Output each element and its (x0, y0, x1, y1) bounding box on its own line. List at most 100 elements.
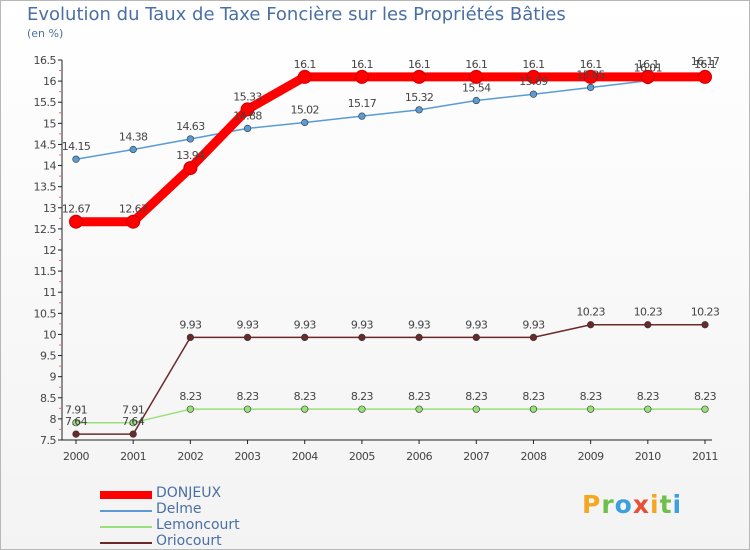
legend-swatch (100, 491, 152, 499)
y-tick-label: 10.5 (34, 307, 57, 320)
y-tick-label: 15.5 (34, 96, 57, 109)
x-tick-label: 2010 (635, 450, 661, 463)
data-label-oriocourt: 9.93 (179, 318, 202, 331)
data-point-delme (358, 112, 366, 120)
data-point-oriocourt (72, 430, 80, 438)
legend-label: Lemoncourt (156, 517, 240, 533)
data-point-lemoncourt (644, 405, 652, 413)
data-point-oriocourt (644, 321, 652, 329)
legend-label: DONJEUX (156, 485, 222, 501)
data-point-oriocourt (186, 333, 194, 342)
data-point-donjeux (240, 102, 255, 117)
data-label-donjeux: 16.1 (408, 58, 430, 71)
data-label-lemoncourt: 8.23 (465, 390, 488, 403)
data-label-donjeux: 15.33 (233, 90, 262, 103)
x-tick-label: 2002 (177, 450, 203, 463)
data-label-oriocourt: 9.93 (294, 318, 317, 331)
data-label-oriocourt: 10.23 (576, 306, 605, 319)
data-label-donjeux: 16.1 (694, 58, 716, 71)
x-tick-label: 2008 (520, 450, 546, 463)
data-point-lemoncourt (358, 405, 366, 413)
y-tick-label: 15 (43, 117, 56, 130)
y-tick-label: 16.5 (34, 54, 57, 67)
data-point-oriocourt (472, 333, 480, 342)
data-point-lemoncourt (472, 405, 480, 413)
data-label-delme: 16.01 (634, 62, 663, 75)
y-axis-unit: (en %) (27, 27, 64, 40)
data-label-lemoncourt: 8.23 (637, 390, 660, 403)
y-tick-label: 13 (43, 202, 56, 215)
data-label-lemoncourt: 7.91 (65, 404, 87, 417)
series-line-delme (75, 73, 706, 160)
data-point-donjeux (354, 69, 369, 84)
data-point-delme (186, 135, 194, 143)
data-point-lemoncourt (587, 405, 595, 413)
data-point-oriocourt (358, 333, 366, 342)
data-label-lemoncourt: 8.23 (408, 390, 431, 403)
data-label-oriocourt: 9.93 (351, 318, 374, 331)
data-point-delme (587, 83, 595, 92)
data-point-lemoncourt (301, 405, 309, 413)
data-point-donjeux (640, 69, 655, 84)
data-point-delme (129, 145, 137, 154)
data-label-delme: 14.15 (62, 140, 91, 153)
data-label-delme: 15.85 (576, 68, 605, 81)
y-tick-label: 8.5 (40, 392, 56, 405)
y-tick-label: 14 (43, 160, 56, 173)
data-point-lemoncourt (129, 419, 137, 427)
data-point-lemoncourt (415, 405, 423, 413)
data-label-oriocourt: 10.23 (691, 306, 720, 319)
y-tick-label: 12 (43, 244, 56, 257)
data-point-donjeux (412, 69, 427, 84)
data-label-delme: 15.54 (462, 82, 491, 95)
data-label-delme: 16.17 (691, 55, 720, 68)
data-point-oriocourt (415, 333, 423, 342)
y-tick-label: 12.5 (34, 223, 57, 236)
y-tick-label: 11.5 (34, 265, 57, 278)
data-label-delme: 15.17 (348, 97, 377, 110)
data-label-lemoncourt: 8.23 (179, 390, 202, 403)
data-label-donjeux: 13.94 (176, 149, 205, 162)
y-tick-label: 16 (43, 75, 56, 88)
data-label-lemoncourt: 8.23 (351, 390, 374, 403)
legend-label: Oriocourt (156, 533, 222, 549)
series-line-donjeux (71, 72, 710, 227)
x-tick-label: 2007 (463, 450, 489, 463)
data-point-donjeux (297, 69, 312, 84)
legend-label: Delme (156, 501, 202, 517)
data-point-delme (472, 96, 480, 105)
y-tick-label: 9 (50, 371, 57, 384)
data-point-donjeux (469, 69, 484, 84)
data-label-oriocourt: 10.23 (634, 306, 663, 319)
data-point-donjeux (583, 69, 598, 84)
data-point-lemoncourt (529, 405, 538, 413)
chart-title: Evolution du Taux de Taxe Foncière sur l… (27, 4, 566, 25)
logo-letter: r (601, 490, 615, 519)
legend-swatch (100, 510, 152, 512)
data-label-donjeux: 16.1 (351, 58, 373, 71)
data-point-lemoncourt (701, 405, 709, 413)
y-tick-label: 7.5 (40, 434, 56, 447)
data-point-delme (301, 118, 309, 127)
data-point-donjeux (526, 69, 541, 84)
data-label-lemoncourt: 8.23 (236, 390, 259, 403)
data-point-oriocourt (129, 430, 137, 438)
data-point-donjeux (698, 69, 712, 84)
logo-letter: P (582, 490, 602, 519)
data-point-delme (243, 124, 252, 132)
data-label-oriocourt: 9.93 (236, 318, 259, 331)
data-label-donjeux: 16.1 (294, 58, 316, 71)
x-tick-label: 2009 (578, 450, 604, 463)
x-tick-label: 2003 (235, 450, 261, 463)
y-tick-label: 14.5 (34, 138, 57, 151)
data-label-oriocourt: 7.64 (65, 415, 88, 428)
data-label-delme: 15.69 (519, 75, 548, 88)
data-point-lemoncourt (72, 419, 80, 427)
logo-letter: t (659, 490, 673, 519)
data-point-delme (415, 106, 423, 114)
series-line-oriocourt (75, 323, 706, 435)
data-label-oriocourt: 9.93 (408, 318, 431, 331)
x-tick-label: 2001 (120, 450, 146, 463)
